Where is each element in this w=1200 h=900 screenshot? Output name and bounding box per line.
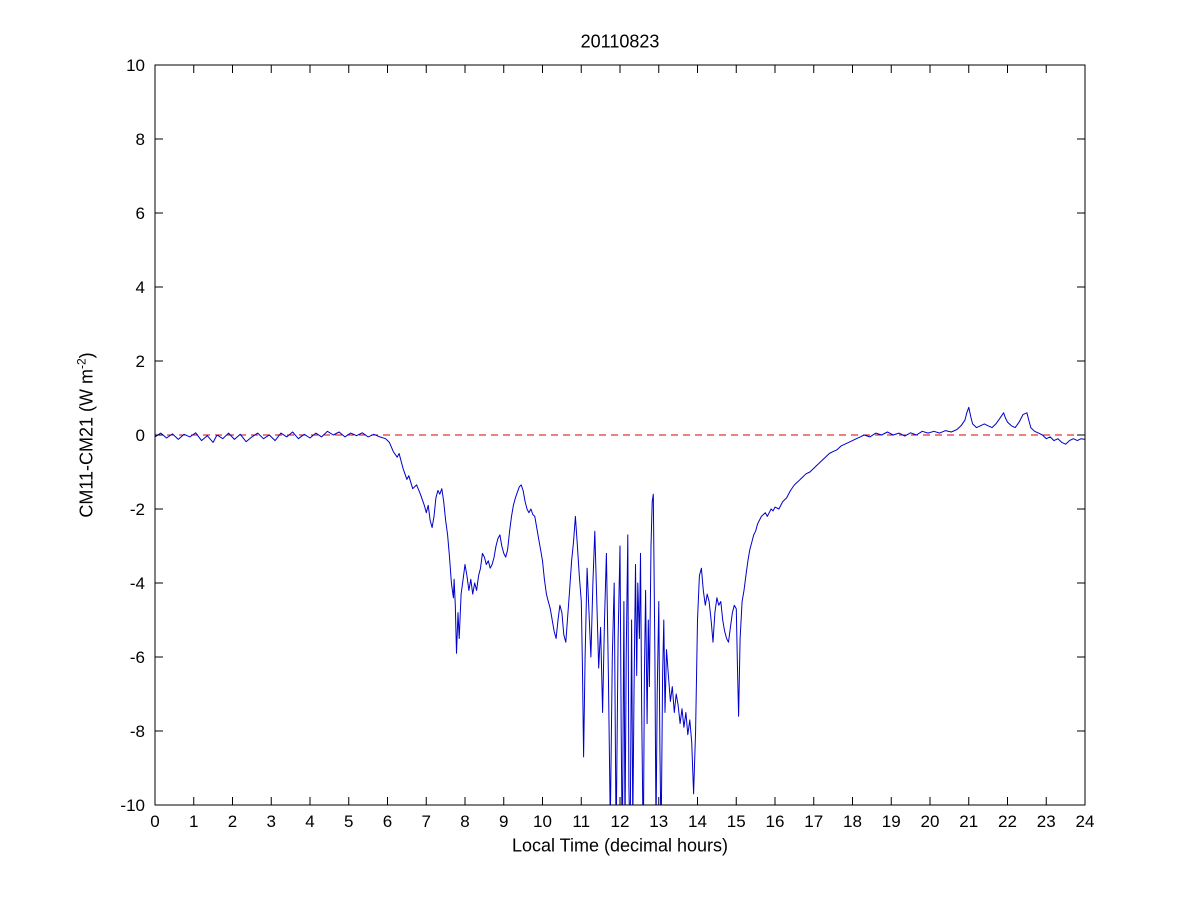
y-tick-label: 0	[136, 426, 145, 445]
x-tick-label: 14	[688, 812, 707, 831]
y-tick-label: 8	[136, 130, 145, 149]
chart-title: 20110823	[580, 31, 660, 52]
x-tick-label: 9	[499, 812, 508, 831]
x-tick-label: 23	[1037, 812, 1056, 831]
x-axis-label: Local Time (decimal hours)	[511, 835, 729, 856]
x-tick-label: 18	[843, 812, 862, 831]
x-tick-label: 20	[921, 812, 940, 831]
x-tick-label: 21	[959, 812, 978, 831]
y-axis-label-close: )	[76, 352, 97, 359]
x-tick-label: 8	[460, 812, 469, 831]
x-tick-label: 22	[998, 812, 1017, 831]
y-tick-label: 6	[136, 204, 145, 223]
x-tick-label: 12	[611, 812, 630, 831]
x-tick-label: 7	[422, 812, 431, 831]
x-tick-label: 15	[727, 812, 746, 831]
x-tick-label: 17	[804, 812, 823, 831]
x-tick-label: 0	[150, 812, 159, 831]
x-tick-label: 10	[533, 812, 552, 831]
x-tick-label: 2	[228, 812, 237, 831]
y-tick-label: -6	[130, 648, 145, 667]
y-tick-label: -8	[130, 722, 145, 741]
y-tick-label: -4	[130, 574, 145, 593]
x-tick-label: 11	[572, 812, 590, 831]
x-tick-label: 13	[649, 812, 668, 831]
x-tick-label: 6	[383, 812, 392, 831]
y-tick-label: 2	[136, 352, 145, 371]
y-tick-label: -10	[120, 796, 145, 815]
y-axis-label-superscript: -2	[74, 358, 89, 369]
x-tick-label: 3	[267, 812, 276, 831]
x-tick-label: 16	[766, 812, 785, 831]
y-tick-label: 4	[136, 278, 145, 297]
x-tick-label: 1	[189, 812, 198, 831]
x-tick-label: 5	[344, 812, 353, 831]
axes-box	[154, 64, 1086, 806]
y-axis-label: CM11-CM21 (W m-2)	[75, 352, 98, 517]
y-axis-label-text: CM11-CM21 (W m	[76, 369, 97, 518]
y-tick-label: 10	[126, 56, 145, 75]
x-tick-label: 19	[882, 812, 901, 831]
x-tick-label: 24	[1076, 812, 1095, 831]
y-tick-label: -2	[130, 500, 145, 519]
data-series-line	[155, 406, 1085, 805]
x-tick-label: 4	[305, 812, 314, 831]
